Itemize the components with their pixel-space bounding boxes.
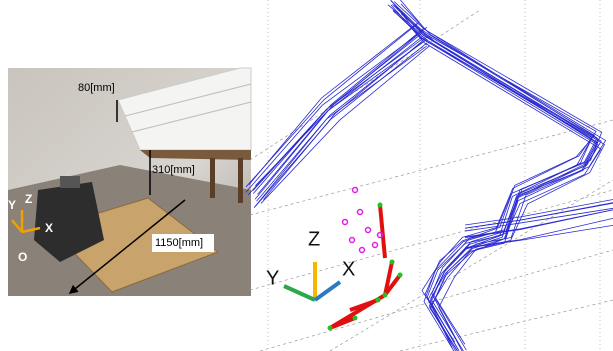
plot-axes: Z Y X (266, 228, 355, 300)
figure: 80[mm] 310[mm] 1150[mm] Y Z X O Z Y X (0, 0, 613, 351)
grid-line (250, 10, 480, 160)
dimension-label: 1150[mm] (155, 237, 203, 249)
grid-line (330, 180, 613, 351)
robot-part (60, 176, 80, 188)
photo: 80[mm] 310[mm] 1150[mm] Y Z X O (8, 68, 251, 296)
table-leg (210, 158, 215, 198)
marker-point (353, 188, 358, 193)
axis-label: Z (25, 192, 32, 206)
marker-point (366, 228, 371, 233)
marker-point (358, 210, 363, 215)
grid-line (250, 190, 613, 290)
trajectory (393, 10, 598, 351)
robot-joint (383, 293, 388, 298)
trajectory-plot (246, 0, 613, 351)
trajectory (465, 200, 613, 225)
robot-joint (376, 298, 381, 303)
trajectory (393, 11, 598, 351)
table-leg (238, 158, 243, 203)
dimension-label: 310[mm] (152, 164, 195, 176)
y-arrow (284, 286, 315, 300)
trajectory (465, 218, 613, 247)
axis-label: Y (266, 267, 279, 289)
trajectory (397, 11, 601, 351)
robot-joint (353, 316, 358, 321)
dimension-label: 80[mm] (78, 82, 115, 94)
robot-joint (328, 326, 333, 331)
trajectory (465, 208, 613, 231)
axis-label: Z (308, 228, 320, 250)
marker-point (360, 248, 365, 253)
trajectory (465, 203, 613, 228)
robot-joint (390, 260, 395, 265)
trajectory (388, 5, 592, 351)
axis-label: X (45, 221, 53, 235)
axis-label: Y (8, 198, 16, 212)
trajectory (391, 5, 592, 348)
robot-joint (398, 273, 403, 278)
robot-link (380, 205, 385, 258)
marker-point (343, 220, 348, 225)
marker-point (350, 238, 355, 243)
trajectory (261, 46, 430, 204)
axis-label: X (342, 258, 355, 280)
robot-joint (378, 203, 383, 208)
x-arrow (315, 282, 340, 300)
marker-point (378, 233, 383, 238)
axis-label: O (18, 250, 27, 264)
marker-point (373, 243, 378, 248)
